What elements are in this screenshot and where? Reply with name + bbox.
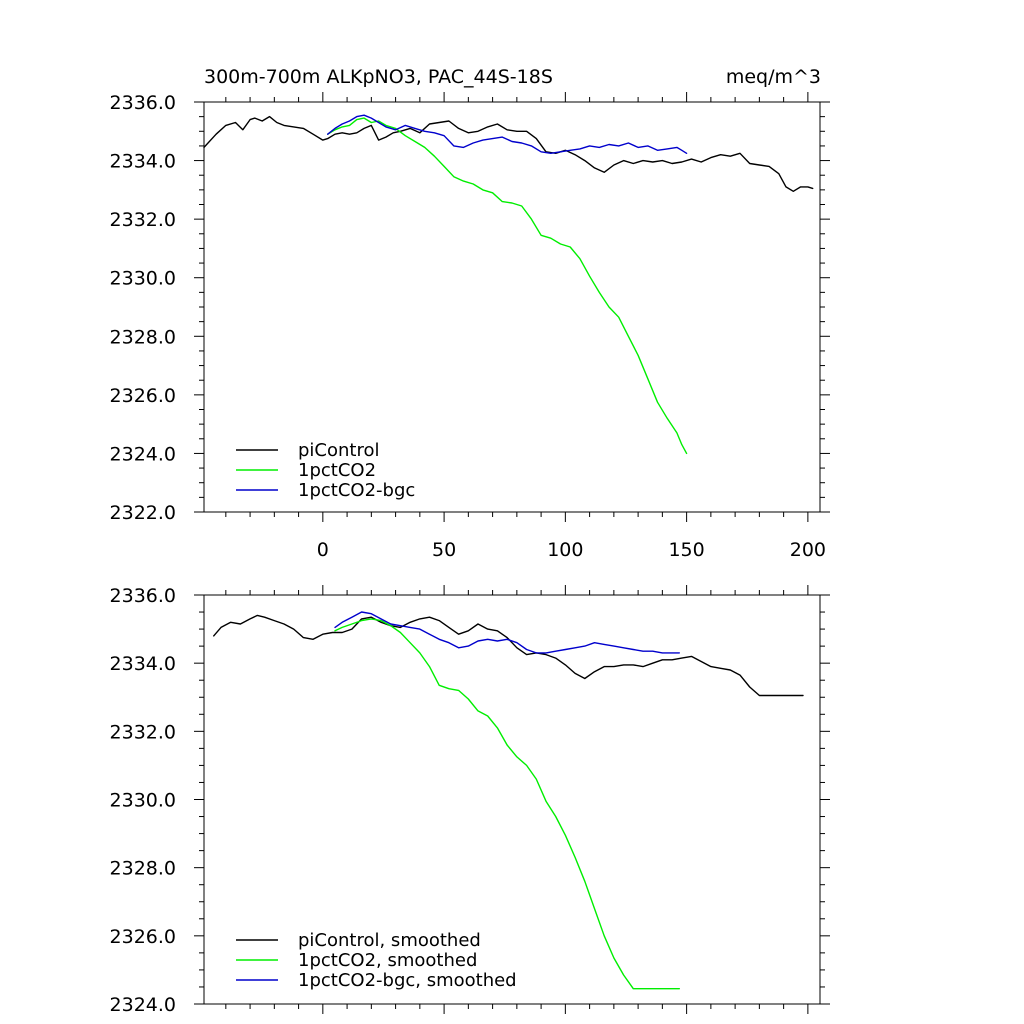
series-line-1pctco2-smoothed <box>334 618 680 990</box>
y-tick-label: 2334.0 <box>110 653 176 675</box>
y-tick-label: 2332.0 <box>110 209 176 231</box>
y-tick-label: 2336.0 <box>110 92 176 114</box>
y-tick-label: 2326.0 <box>110 385 176 407</box>
legend-label: 1pctCO2-bgc <box>298 480 415 501</box>
series-line-picontrol-smoothed <box>212 614 804 697</box>
legend-label: piControl, smoothed <box>298 930 481 951</box>
legend-label: piControl <box>298 440 380 461</box>
plot-frame <box>203 594 821 1005</box>
y-tick-label: 2328.0 <box>110 326 176 348</box>
legend-label: 1pctCO2, smoothed <box>298 950 477 971</box>
plot-frame <box>203 101 821 513</box>
y-tick-label: 2336.0 <box>110 585 176 607</box>
y-tick-label: 2332.0 <box>110 721 176 743</box>
legend-label: 1pctCO2 <box>298 460 376 481</box>
x-tick-label: 200 <box>790 539 826 561</box>
x-tick-label: 0 <box>317 539 329 561</box>
x-tick-label: 100 <box>547 539 583 561</box>
y-tick-label: 2330.0 <box>110 790 176 812</box>
chart-title: 300m-700m ALKpNO3, PAC_44S-18S <box>204 66 553 88</box>
bottom-panel: 2324.0 2326.0 2328.0 2330.0 2332.0 2334.0 2336… <box>110 585 830 1016</box>
series-line-1pctco2 <box>327 117 688 455</box>
series-line-picontrol <box>203 115 814 193</box>
y-tick-label: 2330.0 <box>110 268 176 290</box>
series-line-1pctco2-bgc <box>327 114 688 155</box>
top-panel: 300m-700m ALKpNO3, PAC_44S-18S meq/m^3 2… <box>110 66 830 561</box>
series-line-1pctco2-bgc-smoothed <box>334 611 680 654</box>
y-tick-label: 2322.0 <box>110 502 176 524</box>
units-label: meq/m^3 <box>726 66 821 88</box>
y-tick-label: 2334.0 <box>110 151 176 173</box>
y-tick-label: 2324.0 <box>110 994 176 1016</box>
y-tick-label: 2328.0 <box>110 858 176 880</box>
x-tick-label: 150 <box>668 539 704 561</box>
x-tick-label: 50 <box>432 539 456 561</box>
y-tick-label: 2324.0 <box>110 443 176 465</box>
legend-label: 1pctCO2-bgc, smoothed <box>298 970 517 991</box>
y-tick-label: 2326.0 <box>110 926 176 948</box>
